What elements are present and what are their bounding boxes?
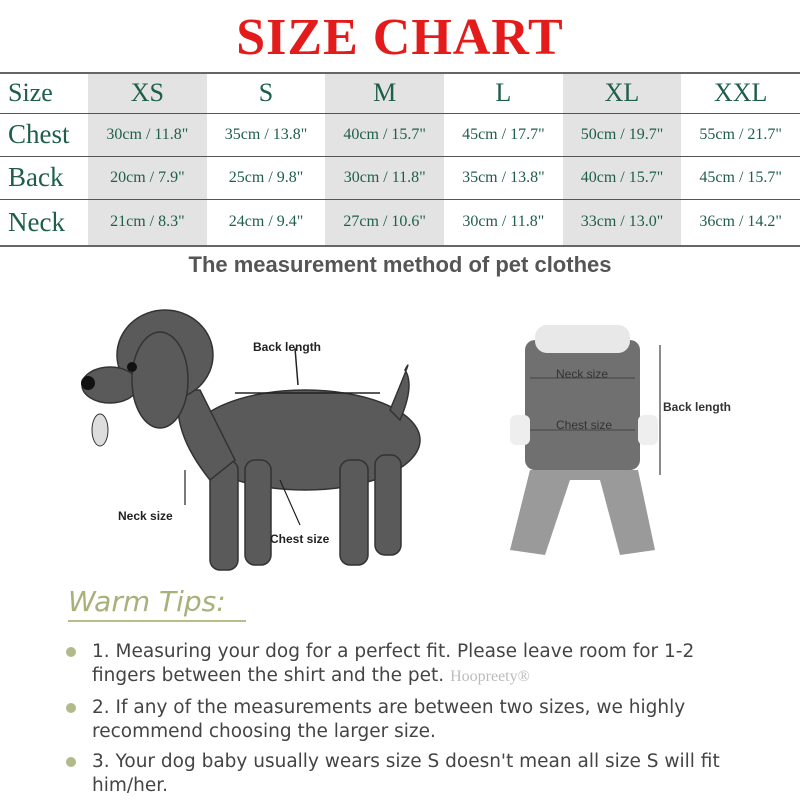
header-cell: M (325, 72, 445, 113)
tip-item: 3. Your dog baby usually wears size S do… (92, 751, 720, 796)
table-cell: 24cm / 9.4" (206, 198, 326, 247)
tip-text: 1. Measuring your dog for a perfect fit.… (92, 641, 695, 686)
tip-item: 1. Measuring your dog for a perfect fit.… (92, 640, 752, 689)
table-row: Back 20cm / 7.9" 25cm / 9.8" 30cm / 11.8… (0, 155, 800, 199)
bullet-icon (66, 703, 76, 713)
table-cell: 35cm / 13.8" (206, 112, 326, 156)
table-cell: 36cm / 14.2" (681, 198, 800, 247)
table-cell: 27cm / 10.6" (325, 198, 445, 247)
header-cell: XS (88, 72, 207, 113)
table-row: Chest 30cm / 11.8" 35cm / 13.8" 40cm / 1… (0, 112, 800, 156)
row-label: Chest (0, 112, 89, 156)
table-cell: 25cm / 9.8" (206, 155, 326, 199)
table-cell: 45cm / 15.7" (681, 155, 800, 199)
bullet-icon (66, 647, 76, 657)
neck-size-label: Neck size (118, 509, 173, 523)
garment-neck-label: Neck size (556, 367, 609, 381)
tip-item: 2. If any of the measurements are betwee… (92, 697, 686, 742)
pet-clothes-illustration (510, 325, 661, 555)
back-length-label: Back length (253, 340, 322, 354)
header-cell: Size (0, 72, 89, 113)
header-cell: XL (562, 72, 682, 113)
table-cell: 33cm / 13.0" (562, 198, 682, 247)
row-label: Neck (0, 198, 89, 247)
table-cell: 45cm / 17.7" (444, 112, 563, 156)
table-row: Neck 21cm / 8.3" 24cm / 9.4" 27cm / 10.6… (0, 198, 800, 247)
tips-title: Warm Tips: (68, 585, 246, 622)
header-cell: XXL (681, 72, 800, 113)
table-cell: 50cm / 19.7" (562, 112, 682, 156)
table-cell: 40cm / 15.7" (325, 112, 445, 156)
garment-chest-label: Chest size (556, 418, 613, 432)
page-title: SIZE CHART (236, 9, 564, 66)
table-cell: 35cm / 13.8" (444, 155, 563, 199)
dog-illustration (81, 309, 421, 571)
header-cell: L (444, 72, 563, 113)
table-cell: 30cm / 11.8" (444, 198, 563, 247)
method-title: The measurement method of pet clothes (188, 252, 612, 277)
brand-watermark: Hoopreety® (450, 668, 530, 685)
table-cell: 30cm / 11.8" (325, 155, 445, 199)
table-cell: 21cm / 8.3" (88, 198, 207, 247)
row-label: Back (0, 155, 89, 199)
garment-back-label: Back length (663, 400, 732, 414)
table-cell: 30cm / 11.8" (88, 112, 207, 156)
size-table: Size XS S M L XL XXL Chest 30cm / 11.8" … (0, 72, 800, 247)
header-cell: S (206, 72, 326, 113)
chest-size-label: Chest size (270, 532, 330, 546)
table-header-row: Size XS S M L XL XXL (0, 72, 800, 113)
bullet-icon (66, 757, 76, 767)
table-cell: 40cm / 15.7" (562, 155, 682, 199)
table-cell: 55cm / 21.7" (681, 112, 800, 156)
table-cell: 20cm / 7.9" (88, 155, 207, 199)
